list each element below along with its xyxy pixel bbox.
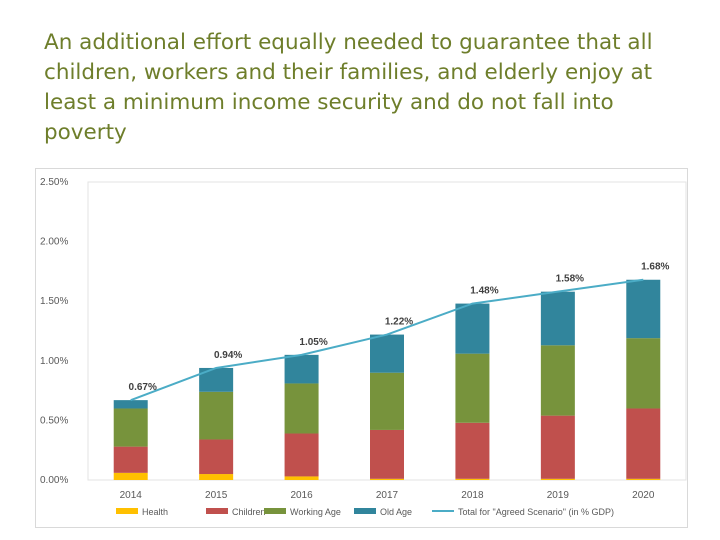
bar-segment-health [626, 478, 661, 480]
bar-segment-old-age [284, 354, 319, 384]
bar-segment-working-age [370, 372, 404, 430]
bar-segment-old-age [113, 400, 148, 409]
legend-label: Total for "Agreed Scenario" (in % GDP) [458, 507, 614, 517]
x-tick-label: 2014 [120, 490, 143, 501]
legend-swatch [206, 508, 228, 514]
bar-segment-health [370, 478, 404, 480]
chart-container: 0.00% 0.50% 1.00% 1.50% 2.00% 2.50% 2014 2015 20… [35, 168, 688, 528]
bar-segment-old-age [540, 291, 575, 346]
legend-label: Working Age [290, 507, 341, 517]
bar-segment-children [199, 439, 234, 475]
bar-segment-children [540, 415, 575, 479]
legend-swatch [116, 508, 138, 514]
bar-segment-working-age [626, 338, 661, 409]
x-tick-label: 2018 [461, 490, 484, 501]
total-data-label: 1.58% [556, 274, 584, 285]
bar-segment-old-age [626, 279, 661, 339]
legend-swatch [354, 508, 376, 514]
slide-title: An additional effort equally needed to g… [44, 30, 653, 145]
bar-segment-old-age [370, 334, 404, 373]
bar-segment-children [284, 433, 319, 477]
total-data-label: 0.94% [214, 350, 242, 361]
x-tick-label: 2016 [290, 490, 313, 501]
x-tick-label: 2017 [376, 490, 399, 501]
legend-label: Health [142, 507, 168, 517]
stacked-bar-chart: 0.00% 0.50% 1.00% 1.50% 2.00% 2.50% 2014 2015 20… [40, 177, 687, 517]
bar-segment-working-age [113, 408, 148, 447]
total-line [130, 278, 644, 402]
bar-segment-health [199, 474, 234, 480]
total-data-label: 1.05% [299, 337, 327, 348]
bar-segment-old-age [199, 367, 234, 392]
total-data-label: 1.68% [641, 262, 669, 273]
x-tick-label: 2015 [205, 490, 228, 501]
y-tick-label: 2.00% [40, 237, 68, 248]
bar-segment-working-age [199, 391, 234, 440]
bar-segment-children [626, 408, 661, 479]
bar-segment-children [370, 429, 404, 479]
y-tick-label: 0.00% [40, 475, 68, 486]
legend-swatch [264, 508, 286, 514]
bar-segment-working-age [455, 353, 490, 423]
y-tick-label: 1.50% [40, 296, 68, 307]
total-data-label: 0.67% [129, 382, 157, 393]
bar-segment-working-age [540, 345, 575, 416]
bar-segment-health [540, 478, 575, 480]
x-tick-label: 2019 [547, 490, 570, 501]
y-tick-label: 2.50% [40, 177, 68, 188]
bar-segment-health [284, 476, 319, 480]
total-data-label: 1.22% [385, 317, 413, 328]
bar-segment-working-age [284, 383, 319, 434]
total-data-label: 1.48% [470, 286, 498, 297]
y-tick-label: 0.50% [40, 415, 68, 426]
bar-segment-children [455, 422, 490, 479]
bar-segment-health [113, 472, 148, 480]
bar-segment-health [455, 478, 490, 480]
bar-segment-children [113, 446, 148, 473]
x-tick-label: 2020 [632, 490, 655, 501]
bar-segment-old-age [455, 303, 490, 354]
y-tick-label: 1.00% [40, 356, 68, 367]
legend-label: Old Age [380, 507, 412, 517]
legend-label: Children [232, 507, 266, 517]
